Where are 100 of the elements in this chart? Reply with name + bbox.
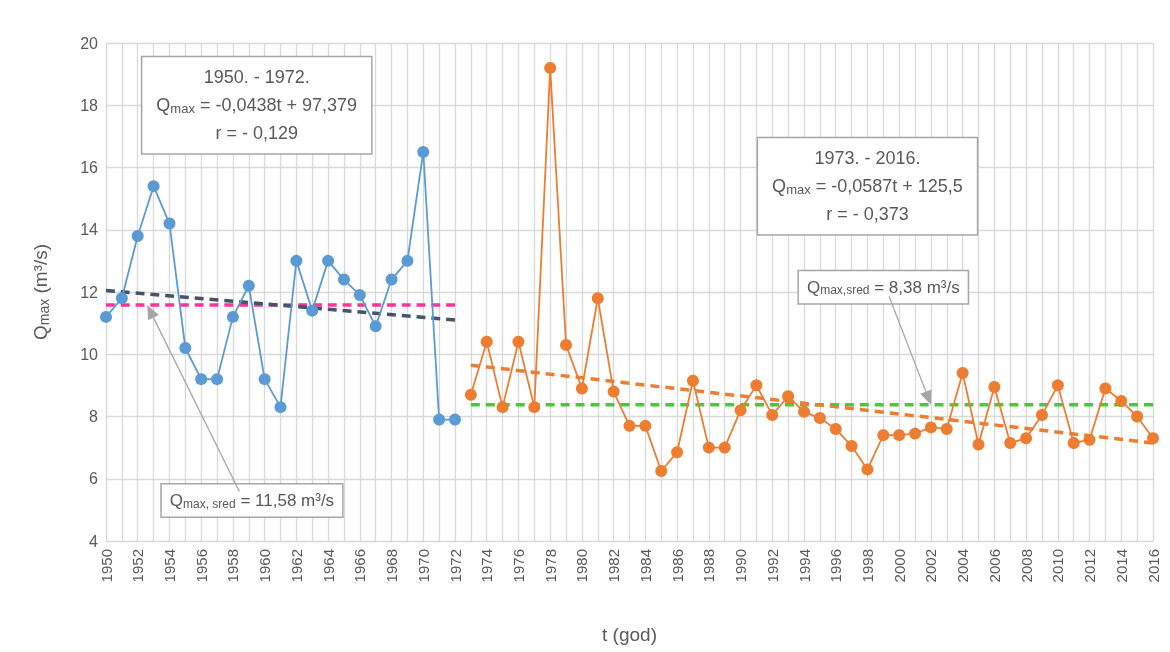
x-tick-label: 2012: [1081, 549, 1099, 583]
x-tick-label: 1992: [763, 549, 781, 583]
x-tick-label: 1980: [573, 549, 591, 583]
x-tick-label: 1958: [224, 549, 242, 583]
x-tick-label: 1956: [192, 549, 210, 583]
point: [972, 438, 985, 451]
x-tick-label: 1976: [509, 549, 527, 583]
point: [924, 421, 937, 434]
y-tick-label: 8: [89, 408, 99, 425]
point: [290, 254, 303, 267]
point: [322, 254, 335, 267]
point: [1099, 382, 1112, 395]
point: [226, 310, 239, 323]
y-tick-label: 6: [89, 470, 99, 488]
point: [734, 404, 747, 417]
point: [1004, 436, 1017, 449]
x-tick-label: 1982: [605, 549, 623, 583]
x-tick-label: 1960: [256, 549, 274, 583]
point: [211, 373, 224, 386]
point: [195, 373, 208, 386]
point: [560, 338, 573, 351]
x-tick-label: 1952: [129, 549, 147, 583]
y-tick-label: 12: [80, 283, 99, 301]
point: [147, 180, 160, 193]
x-tick-label: 2000: [890, 549, 908, 583]
point: [988, 380, 1001, 393]
point: [528, 401, 541, 414]
point: [258, 373, 271, 386]
point: [877, 429, 890, 442]
point: [1131, 410, 1144, 423]
y-tick-label: 10: [80, 345, 99, 363]
point: [242, 279, 255, 292]
point: [480, 335, 493, 348]
x-tick-label: 1974: [478, 549, 496, 583]
x-tick-label: 2014: [1112, 549, 1130, 583]
annotation: Qmax, sred = 11,58 m³/s: [169, 491, 335, 511]
point: [623, 419, 636, 432]
y-tick-label: 16: [80, 159, 99, 176]
point: [1083, 433, 1096, 446]
point: [417, 145, 430, 158]
x-tick-label: 1962: [287, 549, 305, 583]
point: [496, 401, 509, 414]
point: [591, 292, 604, 305]
x-tick-label: 2004: [954, 549, 972, 583]
point: [750, 379, 763, 392]
y-axis-title: Qmax (m³/s): [30, 243, 52, 341]
y-tick-label: 14: [80, 221, 99, 239]
x-tick-label: 1978: [541, 549, 559, 583]
point: [1115, 394, 1128, 407]
text: 1950. - 1972. Qmax = -0,0438t + 97,379 r = - 0,129: [156, 67, 358, 144]
x-tick-label: 1988: [700, 549, 718, 583]
x-tick-label: 1996: [827, 549, 845, 583]
y-tick-label: 4: [89, 532, 99, 550]
point: [353, 289, 366, 302]
point: [179, 342, 192, 355]
x-tick-label: 1994: [795, 549, 813, 583]
point: [655, 464, 668, 477]
point: [607, 385, 620, 398]
point: [512, 335, 525, 348]
point: [909, 427, 922, 440]
point: [1147, 432, 1159, 445]
point: [544, 61, 557, 74]
point: [306, 304, 319, 317]
point: [575, 382, 588, 395]
point: [401, 254, 414, 267]
x-tick-label: 1972: [446, 549, 464, 583]
point: [1067, 436, 1080, 449]
point: [940, 422, 953, 435]
point: [718, 441, 731, 454]
point: [956, 366, 969, 379]
x-tick-label: 2006: [985, 549, 1003, 583]
point: [369, 320, 382, 333]
point: [671, 446, 684, 459]
x-tick-label: 2002: [922, 549, 940, 583]
point: [813, 412, 826, 425]
x-tick-label: 1970: [414, 549, 432, 583]
y-tick-label: 20: [80, 34, 99, 52]
x-tick-label: 1950: [97, 549, 115, 583]
point: [702, 441, 715, 454]
point: [766, 408, 779, 421]
text: 1973. - 2016. Qmax = -0,0587t + 125,5 r = - 0,373: [772, 148, 963, 225]
point: [449, 413, 461, 426]
x-tick-label: 1966: [351, 549, 369, 583]
x-tick-label: 1964: [319, 549, 337, 583]
annotation: Qmax,sred = 8,38 m³/s: [806, 277, 960, 298]
point: [385, 273, 398, 286]
x-tick-label: 1986: [668, 549, 686, 583]
point: [1035, 408, 1048, 421]
point: [163, 217, 176, 230]
x-axis-title: t (god): [602, 624, 657, 645]
point: [100, 310, 112, 323]
point: [433, 413, 446, 426]
x-tick-label: 2010: [1049, 549, 1067, 583]
x-tick-label: 1968: [383, 549, 401, 583]
point: [893, 429, 906, 442]
point: [131, 229, 144, 242]
point: [274, 401, 287, 414]
point: [686, 374, 699, 387]
point: [639, 419, 652, 432]
point: [464, 388, 477, 401]
